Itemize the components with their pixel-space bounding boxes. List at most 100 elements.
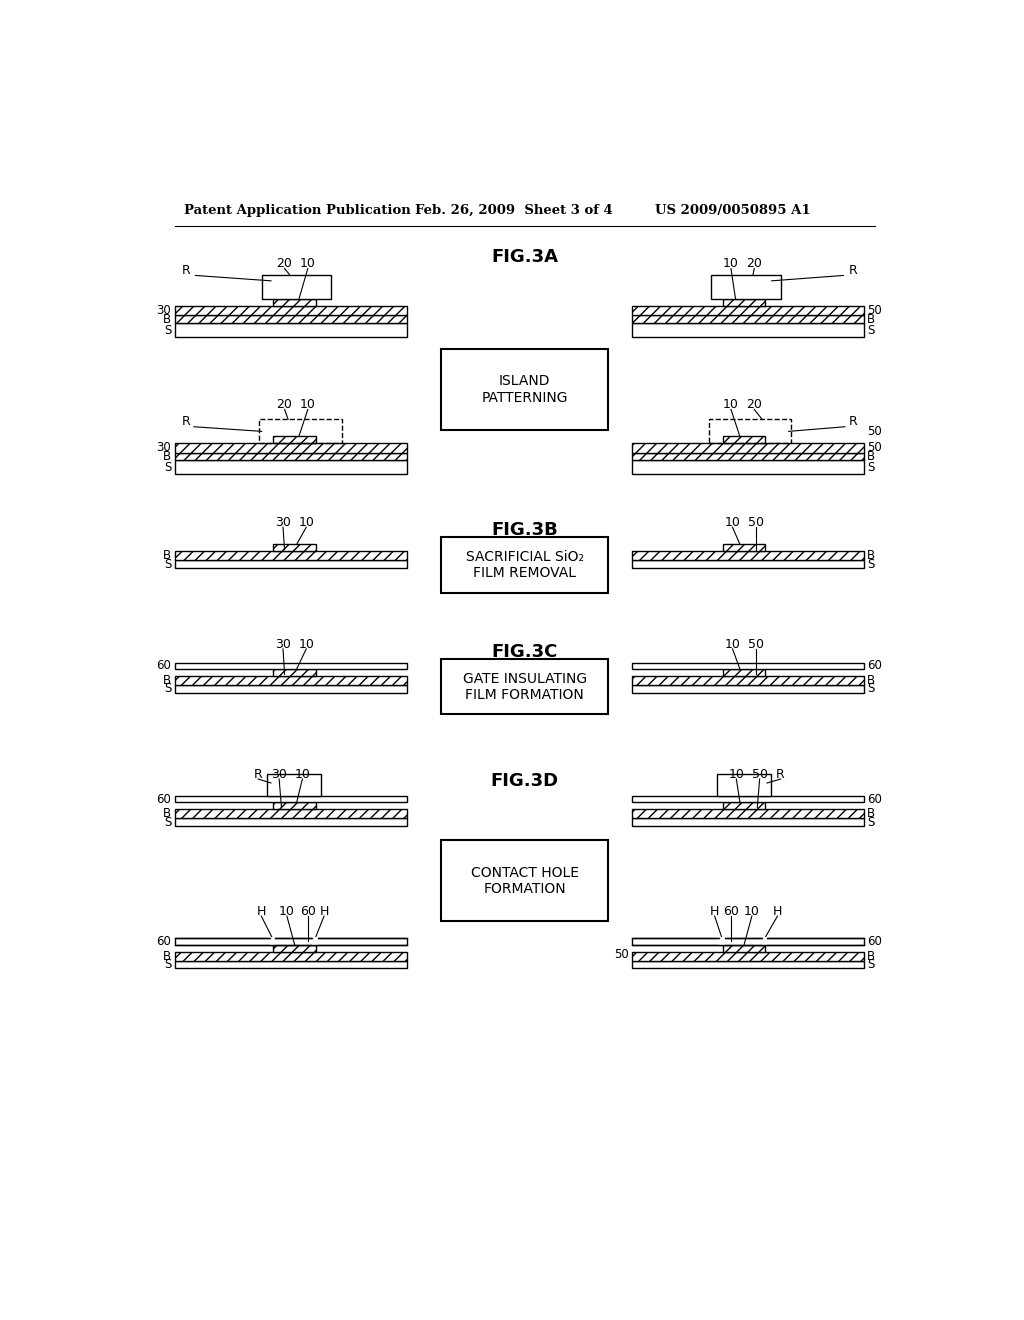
Bar [273,669,316,676]
Bar [632,676,864,685]
Text: 10: 10 [298,516,314,529]
Bar [174,453,407,461]
Bar [262,275,332,300]
Bar [762,937,767,945]
Text: 10: 10 [300,257,315,271]
Text: R: R [848,414,857,428]
Bar [174,663,407,669]
Bar [273,300,316,306]
Bar [273,437,316,444]
Bar [267,775,322,796]
Text: S: S [164,958,171,972]
Bar [259,420,342,444]
Bar [174,552,407,561]
Text: B: B [867,450,876,463]
Bar [632,939,864,945]
Bar [723,544,765,552]
Bar [441,659,608,714]
Text: B: B [867,549,876,562]
Bar [174,444,407,453]
Text: S: S [867,557,874,570]
Text: 10: 10 [723,257,739,271]
Text: 20: 20 [746,399,762,412]
Bar [174,306,407,315]
Bar [441,841,608,921]
Text: 50: 50 [752,768,768,781]
Text: ISLAND
PATTERNING: ISLAND PATTERNING [481,375,568,404]
Text: 30: 30 [157,441,171,454]
Text: R: R [776,768,785,781]
Text: 10: 10 [279,906,295,917]
Text: 10: 10 [725,638,740,651]
Text: S: S [164,682,171,696]
Text: GATE INSULATING
FILM FORMATION: GATE INSULATING FILM FORMATION [463,672,587,702]
Text: Feb. 26, 2009  Sheet 3 of 4: Feb. 26, 2009 Sheet 3 of 4 [415,205,612,218]
Bar [723,803,765,809]
Text: 30: 30 [157,305,171,317]
Text: B: B [867,949,876,962]
Bar [632,552,864,561]
Bar [273,945,316,952]
Text: 10: 10 [295,768,310,781]
Text: 50: 50 [867,441,882,454]
Text: R: R [181,264,190,277]
Text: 30: 30 [275,638,291,651]
Text: 10: 10 [728,768,744,781]
Text: S: S [164,323,171,337]
Text: B: B [867,675,876,686]
Bar [441,537,608,593]
Bar [174,315,407,323]
Text: FIG.3B: FIG.3B [492,521,558,540]
Text: H: H [710,906,720,917]
Bar [632,663,864,669]
Bar [312,937,317,945]
Text: 10: 10 [725,516,740,529]
Text: B: B [163,450,171,463]
Bar [174,961,407,969]
Bar [632,444,864,453]
Text: 20: 20 [276,257,293,271]
Text: B: B [163,313,171,326]
Bar [632,315,864,323]
Text: FIG.3D: FIG.3D [490,772,559,789]
Text: 30: 30 [271,768,287,781]
Bar [632,685,864,693]
Text: H: H [773,906,782,917]
Bar [632,796,864,803]
Text: B: B [163,549,171,562]
Bar [174,323,407,337]
Bar [723,300,765,306]
Bar [719,937,725,945]
Bar [632,961,864,969]
Bar [632,453,864,461]
Text: 60: 60 [157,792,171,805]
Text: 20: 20 [746,257,762,271]
Bar [174,676,407,685]
Bar [709,420,791,444]
Text: 60: 60 [867,935,883,948]
Bar [270,937,275,945]
Bar [174,561,407,568]
Bar [174,461,407,474]
Text: S: S [867,682,874,696]
Text: 60: 60 [157,659,171,672]
Bar [174,809,407,818]
Text: S: S [867,816,874,829]
Text: 60: 60 [300,906,315,917]
Text: S: S [867,323,874,337]
Bar [632,809,864,818]
Bar [712,275,781,300]
Text: SACRIFICIAL SiO₂
FILM REMOVAL: SACRIFICIAL SiO₂ FILM REMOVAL [466,550,584,579]
Bar [632,306,864,315]
Bar [723,945,765,952]
Text: B: B [867,807,876,820]
Bar [632,561,864,568]
Text: CONTACT HOLE
FORMATION: CONTACT HOLE FORMATION [471,866,579,896]
Text: 10: 10 [744,906,760,917]
Text: 50: 50 [867,425,882,438]
Text: Patent Application Publication: Patent Application Publication [183,205,411,218]
Text: R: R [848,264,857,277]
Text: 50: 50 [748,638,764,651]
Bar [723,669,765,676]
Bar [174,818,407,826]
